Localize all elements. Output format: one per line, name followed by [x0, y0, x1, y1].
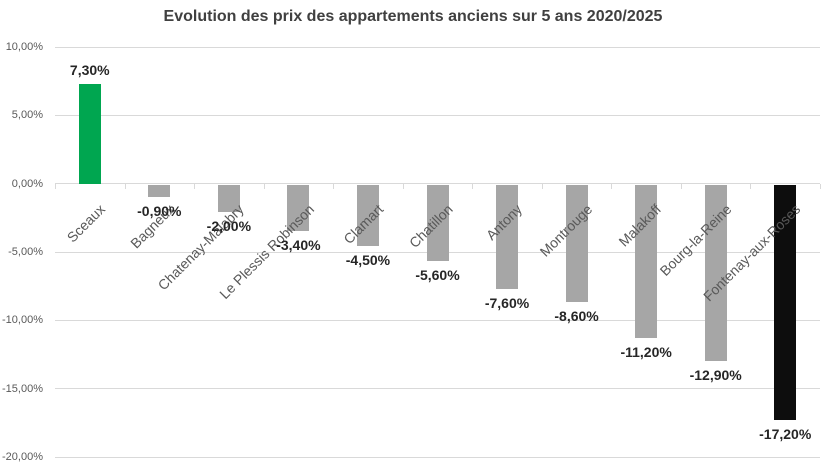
- x-axis-tick: [402, 183, 404, 189]
- value-label-le-plessis-robinson: -3,40%: [276, 237, 321, 254]
- gridline-0,00%: [55, 183, 820, 185]
- y-axis-label: -20,00%: [2, 451, 43, 463]
- y-axis-label: -15,00%: [2, 382, 43, 395]
- bar-antony: [496, 184, 519, 289]
- chart-title: Evolution des prix des appartements anci…: [163, 8, 663, 25]
- x-axis-tick: [820, 183, 821, 189]
- value-label-bourg-la-reine: -12,90%: [689, 366, 742, 383]
- bar-clamart: [356, 184, 379, 247]
- x-axis-tick: [55, 183, 56, 189]
- y-axis-label: -5,00%: [8, 246, 43, 258]
- x-axis-tick: [472, 183, 474, 189]
- value-label-antony: -7,60%: [484, 294, 530, 311]
- value-label-clamart: -4,50%: [345, 252, 391, 269]
- gridline--15,00%: [55, 388, 820, 390]
- gridline-10,00%: [55, 46, 820, 48]
- x-axis-tick: [680, 183, 682, 189]
- x-axis-tick: [541, 183, 543, 189]
- bar-chatillon: [426, 184, 449, 262]
- bar-le-plessis-robinson: [287, 184, 310, 232]
- value-label-fontenay-aux-roses: -17,20%: [759, 425, 812, 442]
- x-axis-tick: [124, 183, 126, 189]
- bar-chatenay-malabry: [217, 184, 240, 212]
- gridline-5,00%: [55, 114, 820, 116]
- bar-malakoff: [635, 184, 658, 338]
- value-label-montrouge: -8,60%: [554, 308, 599, 325]
- value-label-malakoff: -11,20%: [620, 343, 672, 360]
- x-axis-tick: [611, 183, 613, 189]
- category-label-sceaux: Sceaux: [63, 201, 109, 246]
- x-axis-tick: [263, 183, 265, 189]
- value-label-chatillon: -5,60%: [415, 267, 460, 284]
- gridline--10,00%: [55, 319, 820, 321]
- y-axis-label: -10,00%: [2, 314, 43, 327]
- x-axis-tick: [333, 183, 335, 189]
- x-axis-tick: [194, 183, 196, 189]
- bar-sceaux: [78, 83, 101, 184]
- bar-fontenay-aux-roses: [774, 184, 797, 420]
- value-label-chatenay-malabry: -2,00%: [206, 218, 252, 234]
- value-label-sceaux: 7,30%: [69, 61, 110, 78]
- value-label-bagneux: -0,90%: [137, 202, 182, 219]
- gridline--20,00%: [55, 456, 820, 458]
- y-axis-label: 0,00%: [11, 177, 43, 190]
- bar-montrouge: [565, 184, 588, 303]
- bar-bourg-la-reine: [704, 184, 727, 361]
- y-axis-label: 10,00%: [5, 41, 43, 53]
- bar-bagneux: [148, 184, 171, 197]
- y-axis-label: 5,00%: [11, 109, 43, 122]
- x-axis-tick: [750, 183, 752, 189]
